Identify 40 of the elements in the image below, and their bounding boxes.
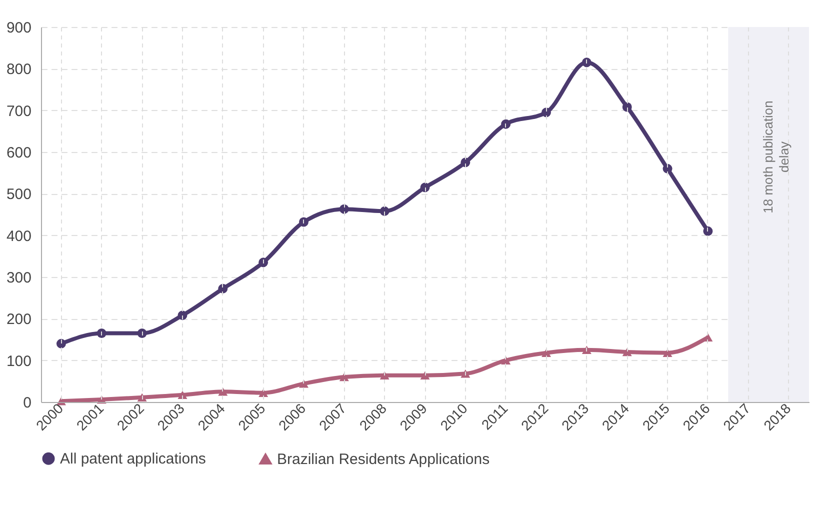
point — [420, 182, 430, 192]
point — [298, 217, 308, 227]
point — [137, 328, 147, 338]
y-tick-label: 0 — [23, 394, 32, 412]
point — [622, 102, 632, 112]
point — [258, 388, 268, 397]
point — [501, 356, 511, 364]
point — [662, 164, 672, 174]
point — [56, 338, 66, 348]
point — [582, 58, 592, 68]
band-label: 18 moth publication delay — [760, 100, 792, 214]
point — [298, 380, 308, 388]
point — [662, 348, 672, 357]
y-tick-label: 600 — [6, 144, 32, 162]
y-tick-label: 400 — [6, 228, 32, 245]
point — [380, 206, 390, 216]
point — [420, 371, 430, 380]
legend-label: Brazilian Residents Applications — [277, 450, 490, 468]
y-tick-label: 800 — [6, 61, 32, 78]
point — [703, 333, 713, 342]
point — [703, 226, 713, 236]
point — [178, 310, 188, 320]
y-tick-label: 100 — [6, 352, 32, 370]
point — [218, 284, 228, 294]
point — [542, 108, 552, 118]
point — [501, 119, 511, 129]
point — [542, 348, 552, 357]
point — [96, 328, 106, 338]
y-tick-label: 500 — [6, 186, 32, 204]
y-tick-label: 300 — [6, 270, 32, 286]
point — [460, 370, 470, 378]
y-tick-label: 900 — [6, 20, 32, 36]
point — [178, 390, 188, 400]
point — [460, 158, 470, 168]
point — [258, 258, 268, 268]
y-tick-label: 700 — [6, 102, 32, 120]
point — [339, 204, 349, 214]
point — [380, 371, 390, 380]
legend-label: All patent applications — [60, 450, 206, 468]
y-tick-label: 200 — [6, 311, 32, 328]
